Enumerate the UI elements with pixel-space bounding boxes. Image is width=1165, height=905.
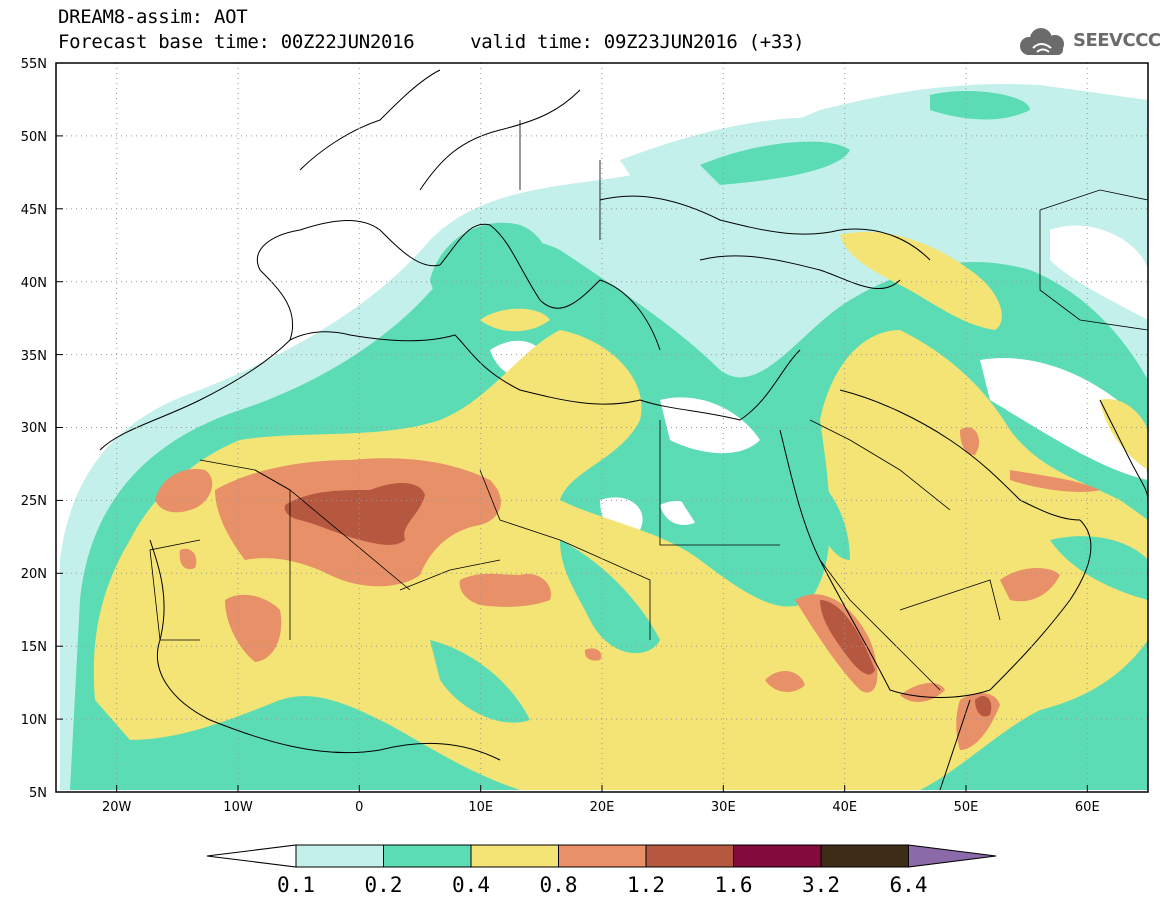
colorbar-swatch bbox=[558, 844, 647, 868]
aot-contour-0.2b bbox=[430, 222, 550, 324]
colorbar-label: 1.2 bbox=[627, 873, 665, 897]
aot-contour-0.8 bbox=[155, 469, 213, 513]
colorbar-max-arrow bbox=[908, 844, 997, 868]
latitude-labels: 55N 50N 45N 40N 35N 30N 25N 20N 15N 10N … bbox=[21, 57, 47, 801]
lat-label: 10N bbox=[21, 713, 47, 728]
colorbar-swatch bbox=[295, 844, 384, 868]
colorbar-swatch bbox=[645, 844, 734, 868]
lat-label: 5N bbox=[29, 786, 47, 801]
lon-label: 10E bbox=[468, 800, 493, 815]
chart-title: DREAM8-assim: AOT bbox=[58, 6, 248, 28]
colorbar-label: 6.4 bbox=[889, 873, 928, 897]
lat-label: 15N bbox=[21, 640, 47, 655]
aot-contour-0.4b bbox=[840, 231, 1002, 330]
lon-label: 50E bbox=[954, 800, 979, 815]
colorbar-swatch bbox=[820, 844, 909, 868]
lat-label: 35N bbox=[21, 349, 47, 364]
lon-label: 0 bbox=[355, 800, 363, 815]
cloud-icon bbox=[1020, 28, 1064, 55]
aot-contour-1.2 bbox=[284, 483, 425, 545]
aot-contour-0.1c bbox=[930, 117, 1012, 171]
colorbar-swatch bbox=[733, 844, 822, 868]
lat-label: 40N bbox=[21, 276, 47, 291]
colorbar-label: 0.2 bbox=[364, 873, 403, 897]
colorbar-label: 0.4 bbox=[452, 873, 490, 897]
lon-label: 10W bbox=[223, 800, 253, 815]
tick-marks bbox=[56, 62, 1088, 793]
colorbar-min-arrow bbox=[206, 844, 297, 868]
colorbar-label: 3.2 bbox=[802, 873, 840, 897]
lon-label: 60E bbox=[1075, 800, 1100, 815]
lon-label: 40E bbox=[832, 800, 857, 815]
colorbar-swatch bbox=[383, 844, 472, 868]
colorbar-label: 0.8 bbox=[539, 873, 578, 897]
colorbar bbox=[206, 844, 997, 868]
lat-label: 50N bbox=[21, 130, 47, 145]
aot-contour-0.4 bbox=[93, 330, 1148, 790]
grid bbox=[56, 63, 1148, 792]
lat-label: 20N bbox=[21, 567, 47, 582]
lat-label: 55N bbox=[21, 57, 47, 72]
lon-label: 30E bbox=[711, 800, 736, 815]
lon-label: 20W bbox=[102, 800, 132, 815]
colorbar-label: 0.1 bbox=[277, 873, 315, 897]
coastlines bbox=[99, 69, 1148, 791]
lon-label: 20E bbox=[590, 800, 615, 815]
lat-label: 45N bbox=[21, 203, 47, 218]
aot-contour-0.2d bbox=[930, 90, 1030, 120]
borders bbox=[149, 120, 1148, 691]
colorbar-swatch bbox=[470, 844, 559, 868]
lat-label: 30N bbox=[21, 421, 47, 436]
aot-contour-0.2c bbox=[700, 141, 850, 185]
colorbar-label: 1.6 bbox=[714, 873, 753, 897]
forecast-times: Forecast base time: 00Z22JUN2016 valid t… bbox=[58, 31, 805, 53]
lat-label: 25N bbox=[21, 494, 47, 509]
logo-text: SEEVCCC bbox=[1073, 30, 1161, 51]
longitude-labels: 20W 10W 0 10E 20E 30E 40E 50E 60E bbox=[102, 800, 1100, 815]
